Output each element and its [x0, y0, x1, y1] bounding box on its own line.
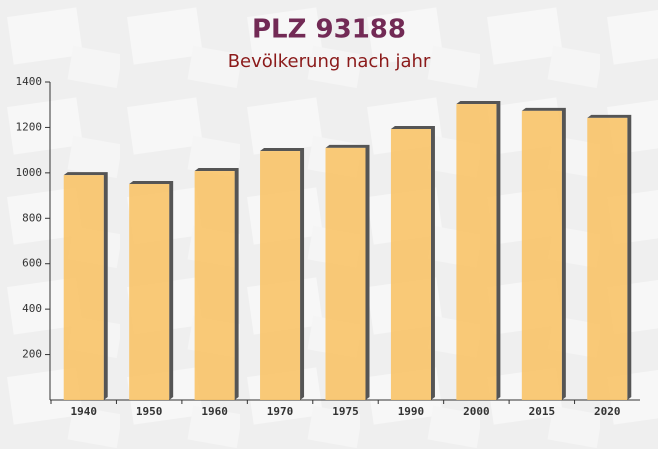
x-tick-label: 1970 [267, 405, 294, 418]
x-tick-label: 1975 [332, 405, 359, 418]
x-tick-label: 1940 [70, 405, 97, 418]
y-tick-label: 800 [22, 211, 42, 224]
bar [390, 129, 431, 401]
x-tick-label: 2000 [463, 405, 490, 418]
bar [521, 110, 562, 401]
x-tick-label: 1960 [201, 405, 228, 418]
y-tick-label: 1000 [16, 166, 43, 179]
y-tick-label: 200 [22, 348, 42, 361]
bar [456, 104, 497, 400]
chart-subtitle: Bevölkerung nach jahr [228, 51, 431, 72]
y-tick-label: 600 [22, 257, 42, 270]
bar [325, 147, 366, 400]
bar [63, 175, 104, 400]
bar [587, 117, 628, 400]
bar [129, 183, 170, 400]
x-tick-label: 1990 [398, 405, 425, 418]
x-tick-label: 2020 [594, 405, 621, 418]
bar [260, 151, 301, 400]
bar [194, 171, 235, 400]
x-tick-label: 2015 [529, 405, 556, 418]
y-tick-label: 1400 [16, 75, 43, 88]
y-tick-label: 400 [22, 302, 42, 315]
x-tick-label: 1950 [136, 405, 163, 418]
y-tick-label: 1200 [16, 120, 43, 133]
chart-title: PLZ 93188 [252, 15, 406, 45]
